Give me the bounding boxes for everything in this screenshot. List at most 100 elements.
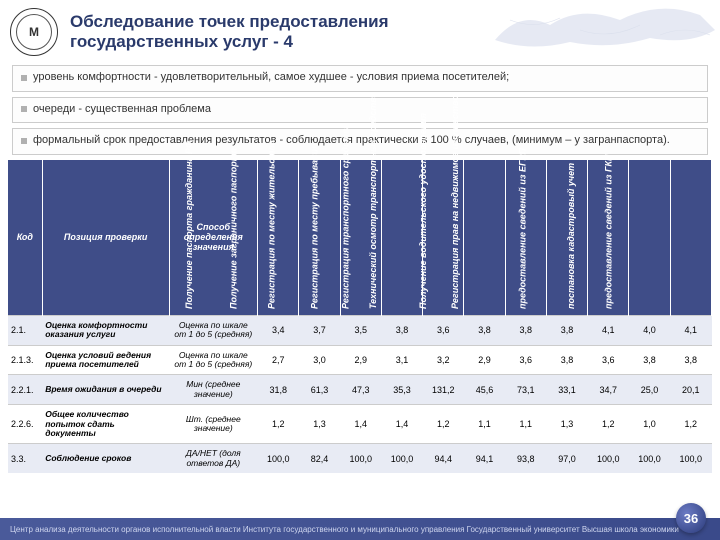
cell-value: 4,1	[588, 316, 629, 346]
cell-value: 3,6	[588, 345, 629, 375]
cell-code: 2.1.	[8, 316, 42, 346]
data-table-wrapper: Код Позиция проверки Способ определения …	[0, 160, 720, 473]
header-map-decoration	[490, 0, 720, 55]
col-code: Код	[8, 160, 42, 316]
title-line-2: государственных услуг - 4	[70, 32, 389, 52]
cell-value: 33,1	[546, 375, 587, 405]
col-service: Технический осмотр транспортных средств	[464, 160, 505, 316]
cell-value: 131,2	[423, 375, 464, 405]
bullet-item: очереди - существенная проблема	[12, 97, 708, 124]
col-service: предоставление сведений из ГКН	[670, 160, 711, 316]
cell-value: 1,1	[464, 405, 505, 444]
cell-value: 100,0	[258, 444, 299, 473]
cell-value: 2,9	[464, 345, 505, 375]
cell-pos: Общее количество попыток сдать документы	[42, 405, 169, 444]
cell-value: 1,3	[299, 405, 340, 444]
cell-value: 45,6	[464, 375, 505, 405]
cell-meth: Оценка по шкале от 1 до 5 (средняя)	[169, 345, 258, 375]
cell-value: 2,9	[340, 345, 381, 375]
col-service: Получение паспорта гражданина РФ	[258, 160, 299, 316]
cell-value: 100,0	[381, 444, 422, 473]
cell-value: 3,4	[258, 316, 299, 346]
title-line-1: Обследование точек предоставления	[70, 12, 389, 32]
cell-value: 94,4	[423, 444, 464, 473]
cell-value: 4,0	[629, 316, 670, 346]
col-service: Регистрация по месту пребывания	[381, 160, 422, 316]
cell-value: 93,8	[505, 444, 546, 473]
page-number-badge: 36	[676, 503, 706, 533]
table-row: 2.2.1.Время ожидания в очередиМин (средн…	[8, 375, 712, 405]
table-header: Код Позиция проверки Способ определения …	[8, 160, 712, 316]
cell-value: 3,6	[505, 345, 546, 375]
cell-value: 3,0	[299, 345, 340, 375]
col-service: постановка кадастровый учет	[629, 160, 670, 316]
cell-value: 1,2	[670, 405, 711, 444]
cell-value: 94,1	[464, 444, 505, 473]
cell-value: 100,0	[340, 444, 381, 473]
cell-value: 82,4	[299, 444, 340, 473]
cell-value: 1,2	[588, 405, 629, 444]
cell-code: 2.2.6.	[8, 405, 42, 444]
cell-pos: Оценка комфортности оказания услуги	[42, 316, 169, 346]
cell-value: 4,1	[670, 316, 711, 346]
logo-letter: М	[29, 25, 39, 39]
cell-value: 1,3	[546, 405, 587, 444]
cell-pos: Оценка условий ведения приема посетителе…	[42, 345, 169, 375]
cell-meth: Мин (среднее значение)	[169, 375, 258, 405]
cell-value: 3,8	[546, 316, 587, 346]
cell-value: 1,2	[423, 405, 464, 444]
cell-value: 1,0	[629, 405, 670, 444]
cell-value: 1,4	[340, 405, 381, 444]
cell-value: 1,4	[381, 405, 422, 444]
cell-pos: Соблюдение сроков	[42, 444, 169, 473]
data-table: Код Позиция проверки Способ определения …	[8, 160, 712, 473]
col-position: Позиция проверки	[42, 160, 169, 316]
cell-value: 25,0	[629, 375, 670, 405]
cell-meth: Шт. (среднее значение)	[169, 405, 258, 444]
cell-pos: Время ожидания в очереди	[42, 375, 169, 405]
cell-value: 100,0	[670, 444, 711, 473]
cell-value: 3,7	[299, 316, 340, 346]
cell-value: 2,7	[258, 345, 299, 375]
cell-value: 47,3	[340, 375, 381, 405]
cell-value: 3,2	[423, 345, 464, 375]
bullet-list: уровень комфортности - удовлетворительны…	[0, 65, 720, 155]
cell-value: 35,3	[381, 375, 422, 405]
table-row: 2.2.6.Общее количество попыток сдать док…	[8, 405, 712, 444]
cell-value: 97,0	[546, 444, 587, 473]
table-body: 2.1.Оценка комфортности оказания услугиО…	[8, 316, 712, 473]
table-row: 2.1.3.Оценка условий ведения приема посе…	[8, 345, 712, 375]
cell-value: 3,8	[546, 345, 587, 375]
cell-value: 3,8	[464, 316, 505, 346]
cell-value: 3,6	[423, 316, 464, 346]
page-title: Обследование точек предоставления госуда…	[70, 12, 389, 51]
cell-value: 61,3	[299, 375, 340, 405]
cell-value: 1,2	[258, 405, 299, 444]
cell-value: 3,8	[381, 316, 422, 346]
bullet-item: формальный срок предоставления результат…	[12, 128, 708, 155]
footer-text: Центр анализа деятельности органов испол…	[10, 525, 679, 534]
cell-value: 3,8	[629, 345, 670, 375]
cell-value: 3,8	[505, 316, 546, 346]
cell-meth: ДА/НЕТ (доля ответов ДА)	[169, 444, 258, 473]
cell-value: 34,7	[588, 375, 629, 405]
cell-value: 20,1	[670, 375, 711, 405]
cell-code: 2.2.1.	[8, 375, 42, 405]
table-row: 3.3.Соблюдение сроковДА/НЕТ (доля ответо…	[8, 444, 712, 473]
cell-value: 100,0	[629, 444, 670, 473]
cell-value: 3,5	[340, 316, 381, 346]
table-row: 2.1.Оценка комфортности оказания услугиО…	[8, 316, 712, 346]
col-method: Способ определения значения	[169, 160, 258, 316]
cell-value: 73,1	[505, 375, 546, 405]
institution-logo: М	[10, 8, 58, 56]
cell-code: 2.1.3.	[8, 345, 42, 375]
slide-footer: Центр анализа деятельности органов испол…	[0, 518, 720, 540]
cell-value: 3,8	[670, 345, 711, 375]
cell-value: 100,0	[588, 444, 629, 473]
col-service: Получение заграничного паспорта	[299, 160, 340, 316]
cell-code: 3.3.	[8, 444, 42, 473]
cell-value: 3,1	[381, 345, 422, 375]
bullet-item: уровень комфортности - удовлетворительны…	[12, 65, 708, 92]
cell-value: 1,1	[505, 405, 546, 444]
cell-meth: Оценка по шкале от 1 до 5 (средняя)	[169, 316, 258, 346]
